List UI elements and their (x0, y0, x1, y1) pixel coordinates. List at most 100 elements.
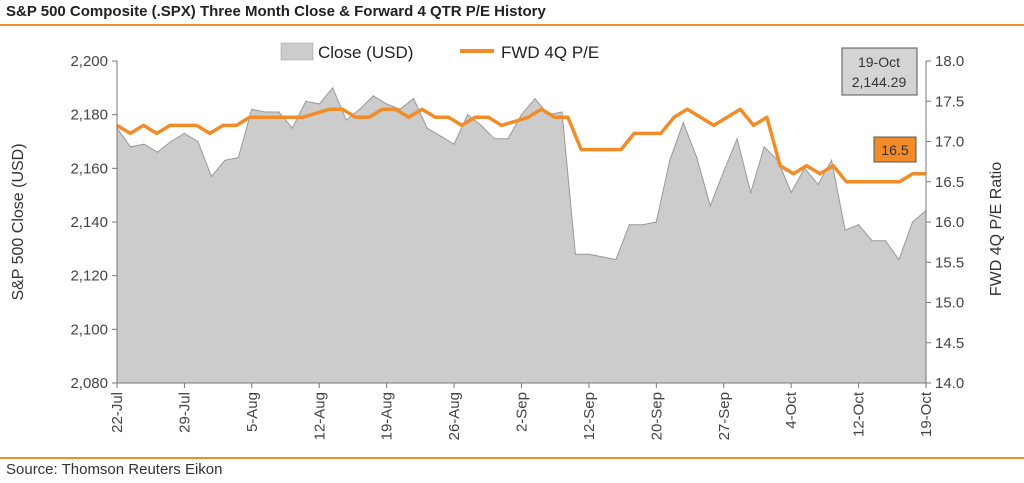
close-point (696, 157, 698, 159)
y-left-tick-label: 2,080 (70, 375, 108, 392)
legend-close-label: Close (USD) (318, 43, 413, 62)
close-point (156, 151, 158, 153)
close-point (736, 138, 738, 140)
legend: Close (USD) FWD 4Q P/E (280, 42, 599, 62)
x-tick-label: 12-Oct (851, 391, 868, 437)
legend-area-swatch (280, 42, 314, 61)
y-left-tick-label: 2,100 (70, 321, 108, 338)
source-note: Source: Thomson Reuters Eikon (6, 461, 223, 478)
y-left-tick-label: 2,140 (70, 214, 108, 231)
last-close-box (841, 47, 918, 96)
close-point (129, 146, 132, 148)
x-tick-label: 2-Sep (514, 392, 531, 432)
close-point (790, 191, 792, 194)
close-point (183, 132, 185, 134)
y-right-tick-label: 14.5 (935, 335, 964, 352)
close-point (332, 87, 334, 89)
y-right-tick-label: 16.5 (935, 174, 964, 191)
close-point (844, 229, 846, 231)
x-tick-label: 5-Aug (244, 392, 261, 432)
y-right-tick-label: 17.5 (935, 93, 964, 110)
close-point (345, 119, 347, 121)
close-point (467, 114, 469, 116)
close-point (628, 224, 631, 226)
y-right-tick-label: 18.0 (935, 53, 964, 70)
close-point (642, 224, 644, 226)
y-right-tick-label: 17.0 (935, 134, 964, 151)
close-point (170, 140, 172, 143)
last-close-annotation: 19-Oct 2,144.29 (841, 47, 918, 96)
y-left-tick-label: 2,180 (70, 107, 108, 124)
x-tick-label: 12-Aug (311, 392, 328, 440)
close-point (291, 127, 293, 129)
close-point (305, 100, 307, 102)
pe-line-series (116, 107, 926, 184)
close-point (372, 95, 374, 97)
y-right-tick-label: 14.0 (935, 375, 964, 392)
x-tick-label: 22-Jul (109, 392, 126, 433)
y-right-tick-label: 16.0 (935, 214, 964, 231)
x-tick-label: 29-Jul (176, 392, 193, 433)
last-pe-value: 16.5 (881, 142, 908, 158)
close-point (534, 98, 536, 100)
close-point (480, 124, 482, 126)
last-pe-annotation: 16.5 (873, 136, 917, 163)
last-close-date: 19-Oct (858, 54, 900, 70)
close-point (413, 98, 415, 100)
x-tick-label: 27-Sep (716, 392, 733, 440)
y-right-tick-label: 15.0 (935, 295, 964, 312)
chart-title: S&P 500 Composite (.SPX) Three Month Clo… (6, 3, 546, 20)
y-left-tick-label: 2,120 (70, 268, 108, 285)
close-point (224, 159, 226, 161)
last-pe-box (873, 136, 917, 163)
close-point (669, 159, 671, 161)
x-tick-label: 4-Oct (783, 391, 800, 429)
legend-pe-label: FWD 4Q P/E (501, 43, 599, 62)
close-point (318, 103, 320, 105)
close-point (278, 111, 280, 113)
close-point (831, 159, 833, 161)
y-axis-left-title: S&P 500 Close (USD) (10, 143, 27, 300)
close-point (709, 205, 711, 207)
x-tick-label: 19-Aug (379, 392, 396, 440)
close-point (520, 114, 523, 116)
last-close-value: 2,144.29 (852, 74, 907, 90)
close-point (440, 135, 442, 137)
pe-line (116, 107, 926, 184)
close-point (143, 143, 145, 145)
close-point (898, 259, 900, 261)
close-point (493, 138, 496, 140)
x-tick-label: 26-Aug (446, 392, 463, 440)
close-point (871, 240, 873, 242)
y-left-tick-label: 2,160 (70, 160, 108, 177)
close-point (601, 256, 604, 258)
close-point (264, 111, 266, 113)
close-point (615, 259, 617, 261)
close-point (817, 183, 819, 185)
close-area (117, 87, 926, 384)
close-point (359, 108, 361, 110)
close-point (399, 108, 401, 110)
y-left-tick-label: 2,200 (70, 53, 108, 70)
close-area-series (116, 86, 927, 384)
close-point (682, 122, 684, 124)
close-point (453, 143, 455, 145)
close-point (210, 175, 212, 177)
close-point (884, 240, 887, 242)
close-point (763, 146, 765, 148)
close-point (197, 140, 199, 143)
top-rule (0, 24, 1024, 26)
close-point (386, 103, 388, 105)
close-point (911, 221, 914, 223)
close-point (655, 221, 657, 223)
close-point (251, 108, 253, 110)
close-point (237, 157, 239, 159)
close-point (723, 170, 725, 172)
axes: 2,0802,1002,1202,1402,1602,1802,20014.01… (70, 53, 964, 440)
close-point (588, 253, 590, 255)
close-point (426, 127, 428, 129)
x-tick-label: 19-Oct (918, 391, 935, 437)
close-point (507, 138, 509, 140)
bottom-rule (0, 457, 1024, 459)
